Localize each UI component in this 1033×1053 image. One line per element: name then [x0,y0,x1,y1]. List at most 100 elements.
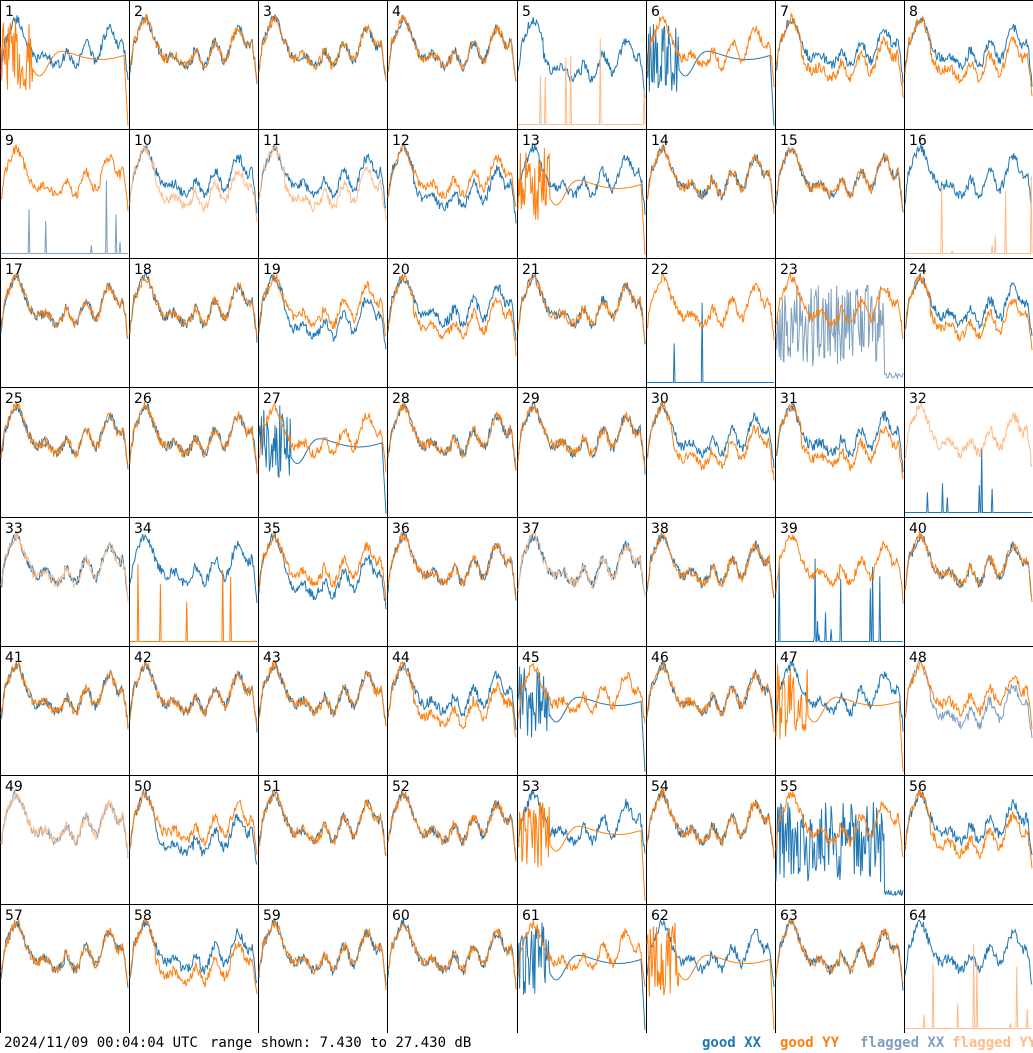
panel-number-label: 12 [392,133,410,149]
panel-number-label: 55 [780,779,798,795]
panel-number-label: 8 [909,4,918,20]
legend-good-xx: good XX [702,1035,762,1051]
yy-trace [129,402,258,475]
antenna-panel-50: 50 [129,775,259,905]
yy-trace [129,661,258,729]
yy-trace [646,144,775,214]
yy-trace [517,273,646,343]
yy-trace [517,920,646,988]
yy-trace [387,143,517,207]
antenna-panel-56: 56 [904,775,1033,905]
panel-number-label: 1 [5,4,14,20]
antenna-panel-61: 61 [517,904,647,1033]
panel-number-label: 43 [263,650,281,666]
xx-trace [1,180,128,254]
antenna-panel-17: 17 [0,258,130,388]
antenna-panel-62: 62 [646,904,776,1033]
panel-frame [517,904,647,1033]
antenna-panel-8: 8 [904,0,1033,130]
yy-trace [387,791,517,862]
antenna-panel-24: 24 [904,258,1033,388]
xx-trace [517,922,646,1030]
xx-trace [129,533,258,604]
xx-trace [129,145,258,214]
xx-trace [775,660,904,732]
panel-number-label: 52 [392,779,410,795]
panel-number-label: 3 [263,4,272,20]
antenna-panel-28: 28 [387,387,518,518]
antenna-panel-59: 59 [258,904,388,1033]
panel-number-label: 33 [5,521,23,537]
xx-trace [775,18,904,83]
xx-trace [775,284,904,380]
xx-trace [517,143,646,215]
yy-trace [518,38,646,125]
panel-frame [646,258,776,388]
panel-frame [904,387,1033,518]
antenna-panel-42: 42 [129,646,259,776]
legend-good-yy: good YY [780,1035,840,1051]
antenna-panel-53: 53 [517,775,647,905]
panel-number-label: 44 [392,650,410,666]
panel-number-label: 4 [392,4,401,20]
panel-number-label: 54 [651,779,669,795]
antenna-panel-19: 19 [258,258,388,388]
panel-number-label: 25 [5,391,23,407]
panel-number-label: 41 [5,650,23,666]
yy-trace [775,791,904,858]
yy-trace [646,530,775,596]
antenna-panel-11: 11 [258,129,388,259]
yy-trace [775,403,904,480]
panel-number-label: 62 [651,908,669,924]
antenna-panel-4: 4 [387,0,518,130]
yy-trace [517,801,646,901]
xx-trace [387,662,517,731]
antenna-panel-32: 32 [904,387,1033,518]
panel-number-label: 40 [909,521,927,537]
panel-number-label: 37 [522,521,540,537]
panel-number-label: 51 [263,779,281,795]
panel-number-label: 11 [263,133,281,149]
panel-frame [387,904,518,1033]
panel-number-label: 21 [522,262,540,278]
xx-trace [775,402,904,473]
panel-number-label: 13 [522,133,540,149]
panel-number-label: 39 [780,521,798,537]
yy-trace [387,400,517,472]
xx-trace [904,144,1033,207]
panel-frame [0,775,130,905]
panel-number-label: 22 [651,262,669,278]
yy-trace [129,276,258,337]
panel-number-label: 18 [134,262,152,278]
yy-trace [646,661,775,733]
panel-number-label: 36 [392,521,410,537]
yy-trace [129,791,258,855]
panel-frame [646,646,776,776]
xx-trace [904,789,1033,856]
antenna-panel-48: 48 [904,646,1033,776]
yy-trace [387,660,517,738]
xx-trace [904,16,1033,87]
antenna-panel-7: 7 [775,0,905,130]
panel-number-label: 2 [134,4,143,20]
yy-trace [904,402,1033,467]
yy-trace [646,788,775,859]
yy-trace [775,147,904,213]
antenna-panel-9: 9 [0,129,130,259]
panel-number-label: 23 [780,262,798,278]
panel-number-label: 60 [392,908,410,924]
antenna-panel-35: 35 [258,517,388,647]
antenna-panel-25: 25 [0,387,130,518]
yy-trace [646,922,775,1030]
panel-number-label: 58 [134,908,152,924]
antenna-panel-55: 55 [775,775,905,905]
yy-trace [517,403,646,470]
antenna-panel-46: 46 [646,646,776,776]
yy-trace [258,788,387,856]
yy-trace [258,918,387,991]
antenna-panel-51: 51 [258,775,388,905]
yy-trace [905,176,1033,254]
yy-trace [387,922,517,989]
panel-frame [129,258,259,388]
